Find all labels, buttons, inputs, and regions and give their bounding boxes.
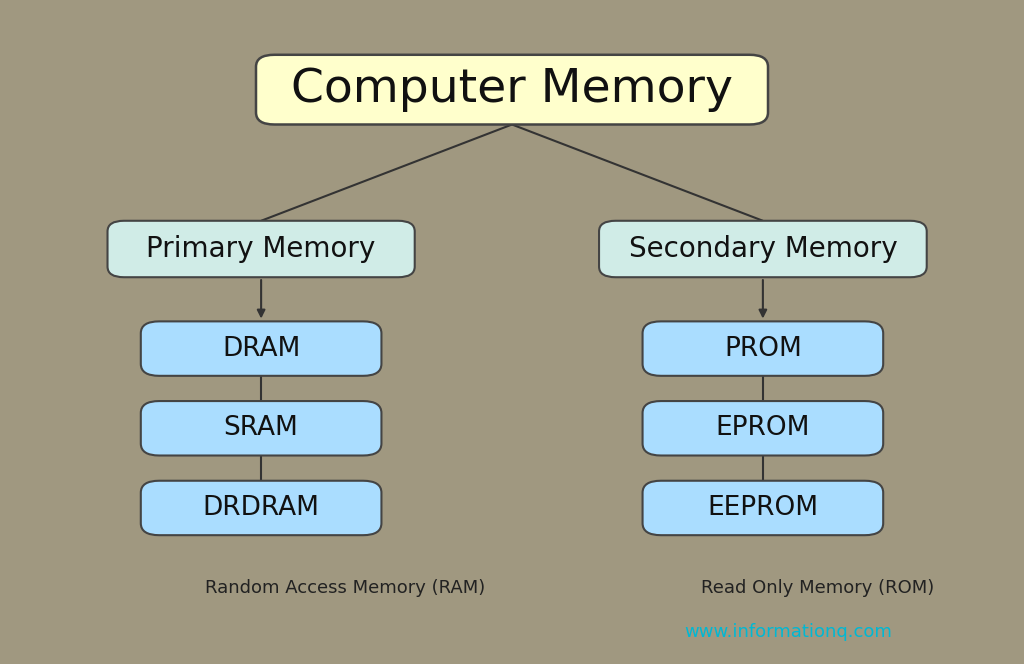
FancyBboxPatch shape xyxy=(141,481,381,535)
FancyBboxPatch shape xyxy=(141,401,381,456)
FancyBboxPatch shape xyxy=(599,220,927,277)
FancyBboxPatch shape xyxy=(643,481,883,535)
Text: DRAM: DRAM xyxy=(222,335,300,362)
FancyBboxPatch shape xyxy=(643,401,883,456)
FancyBboxPatch shape xyxy=(256,54,768,125)
Text: PROM: PROM xyxy=(724,335,802,362)
Text: Random Access Memory (RAM): Random Access Memory (RAM) xyxy=(205,578,485,597)
Text: Primary Memory: Primary Memory xyxy=(146,235,376,263)
FancyBboxPatch shape xyxy=(141,321,381,376)
Text: Computer Memory: Computer Memory xyxy=(291,67,733,112)
Text: EPROM: EPROM xyxy=(716,415,810,442)
FancyBboxPatch shape xyxy=(643,321,883,376)
Text: Secondary Memory: Secondary Memory xyxy=(629,235,897,263)
Text: DRDRAM: DRDRAM xyxy=(203,495,319,521)
Text: Read Only Memory (ROM): Read Only Memory (ROM) xyxy=(701,578,935,597)
Text: SRAM: SRAM xyxy=(223,415,299,442)
Text: EEPROM: EEPROM xyxy=(708,495,818,521)
FancyBboxPatch shape xyxy=(108,220,415,277)
Text: www.informationq.com: www.informationq.com xyxy=(684,623,893,641)
